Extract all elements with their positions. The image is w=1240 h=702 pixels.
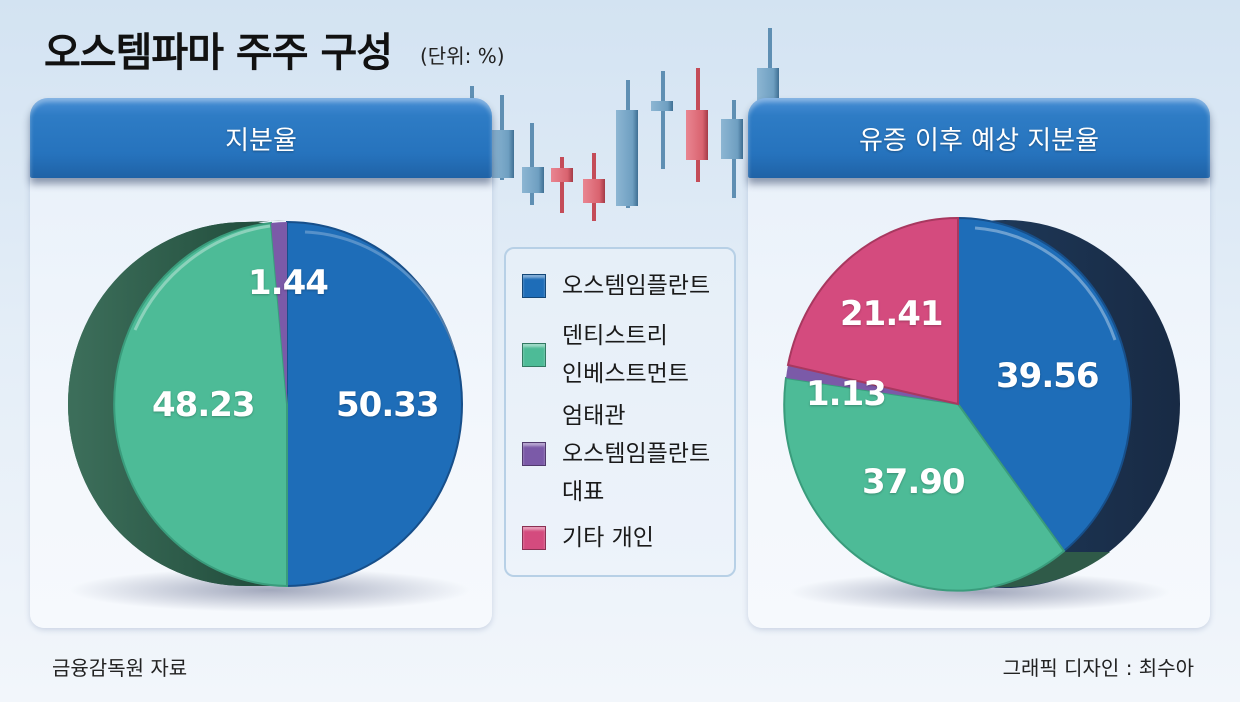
legend-item-ceo: 엄태관 오스템임플란트 대표	[522, 397, 710, 511]
right-pie-label-dentistry: 37.90	[862, 462, 966, 502]
legend-item-ostem: 오스템임플란트	[522, 267, 710, 305]
pie-slice-dentistry	[113, 221, 288, 588]
legend: 오스템임플란트 덴티스트리 인베스트먼트 엄태관 오스템임플란트 대표 기타 개…	[504, 247, 736, 577]
legend-item-other: 기타 개인	[522, 519, 654, 557]
chart-title: 오스템파마 주주 구성	[44, 30, 393, 76]
design-credit: 그래픽 디자인 : 최수아	[1002, 656, 1194, 680]
right-pie-label-ostem: 39.56	[996, 356, 1100, 396]
pie-slice-other	[786, 216, 959, 406]
legend-label: 엄태관 오스템임플란트 대표	[562, 403, 711, 505]
legend-item-dentistry: 덴티스트리 인베스트먼트	[522, 317, 689, 393]
left-pie-label-ostem: 50.33	[336, 385, 440, 425]
pie-slice-dentistry	[783, 376, 1066, 592]
legend-swatch-green	[522, 343, 546, 367]
left-pie-label-ceo: 1.44	[248, 263, 329, 303]
right-panel-title: 유증 이후 예상 지분율	[858, 125, 1100, 156]
source-note: 금융감독원 자료	[52, 656, 188, 680]
legend-swatch-pink	[522, 526, 546, 550]
right-pie-label-other: 21.41	[840, 294, 944, 334]
unit-label: (단위: %)	[420, 44, 505, 68]
legend-label: 기타 개인	[562, 525, 654, 551]
right-pie-label-ceo: 1.13	[806, 374, 887, 414]
legend-swatch-purple	[522, 442, 546, 466]
left-pie-label-dentistry: 48.23	[152, 385, 256, 425]
legend-label: 덴티스트리 인베스트먼트	[562, 323, 689, 387]
legend-swatch-blue	[522, 274, 546, 298]
left-panel-header: 지분율	[30, 98, 492, 178]
pie-slice-ceo	[271, 222, 287, 404]
legend-label: 오스템임플란트	[562, 273, 711, 299]
left-panel-title: 지분율	[225, 125, 297, 156]
pie-slice-ostem	[286, 220, 463, 588]
pie-slice-ostem	[957, 216, 1133, 553]
right-panel-header: 유증 이후 예상 지분율	[748, 98, 1210, 178]
